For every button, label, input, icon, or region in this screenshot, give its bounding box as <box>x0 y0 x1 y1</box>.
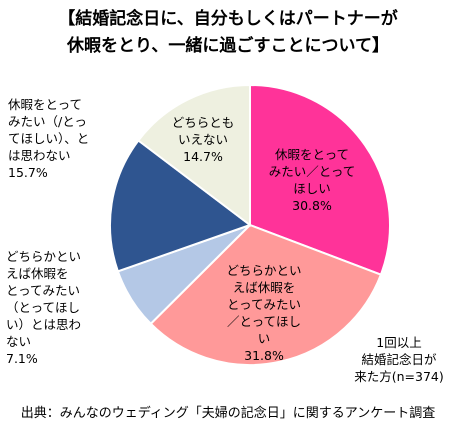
slice-label-do-not-want-line-4: は思わない <box>8 148 71 163</box>
sample-note-line-2: 結婚記念日が <box>361 352 437 367</box>
slice-label-do-not-want: 休暇をとって みたい（/とっ てほしい）、と は思わない 15.7% <box>8 96 112 181</box>
slice-label-very-want-line-2: みたい／とって <box>268 164 356 179</box>
pie-slice-very-want <box>249 83 391 276</box>
chart-title-line-1: 【結婚記念日に、自分もしくはパートナーが <box>58 9 398 29</box>
slice-label-somewhat-want-line-1: どちらかとい <box>226 263 302 278</box>
slice-value-do-not-want: 15.7% <box>8 165 48 180</box>
slice-label-very-want-line-3: ほしい <box>293 181 331 196</box>
sample-note-line-3: 来た方(n=374) <box>354 369 444 384</box>
slice-label-do-not-want-line-2: みたい（/とっ <box>8 114 87 129</box>
slice-label-do-not-want-line-3: てほしい）、と <box>8 131 90 146</box>
slice-label-somewhat-want-line-3: とってみたい <box>226 297 301 312</box>
slice-label-somewhat-not-line-2: えば休暇を <box>6 266 69 281</box>
slice-label-somewhat-not-line-1: どちらかとい <box>6 249 82 264</box>
slice-label-somewhat-want: どちらかとい えば休暇を とってみたい ／とってほし い 31.8% <box>216 262 312 364</box>
pie-slice-neither <box>136 83 251 228</box>
slice-label-neither: どちらとも いえない 14.7% <box>164 114 242 165</box>
slice-label-neither-line-1: どちらとも <box>171 115 235 130</box>
slice-label-somewhat-not-line-6: ない <box>6 334 32 349</box>
slice-value-somewhat-want: 31.8% <box>244 348 284 363</box>
sample-note: 1回以上 結婚記念日が 来た方(n=374) <box>344 334 454 385</box>
slice-value-neither: 14.7% <box>183 149 223 164</box>
pie-slice-do-not-want <box>109 139 253 273</box>
source-note: 出典：みんなのウェディング「夫婦の記念日」に関するアンケート調査 <box>20 406 436 421</box>
chart-title: 【結婚記念日に、自分もしくはパートナーが 休暇をとり、一緒に過ごすことについて】 <box>0 6 456 60</box>
slice-label-somewhat-want-line-4: ／とってほし <box>226 314 301 329</box>
pie-slice-somewhat-want <box>149 223 383 366</box>
slice-label-somewhat-not-line-4: （とってほし <box>6 300 81 315</box>
slice-value-somewhat-not: 7.1% <box>6 351 38 366</box>
slice-label-neither-line-2: いえない <box>177 132 228 147</box>
slice-label-very-want-line-1: 休暇をとって <box>274 147 349 162</box>
slice-label-somewhat-not-line-5: い）とは思わ <box>6 317 82 332</box>
slice-label-somewhat-not-line-3: とってみたい <box>6 283 81 298</box>
slice-value-very-want: 30.8% <box>292 198 332 213</box>
slice-label-somewhat-want-line-2: えば休暇を <box>232 280 296 295</box>
slice-label-somewhat-not: どちらかとい えば休暇を とってみたい （とってほし い）とは思わ ない 7.1… <box>6 248 106 367</box>
slice-label-somewhat-want-line-5: い <box>257 331 271 346</box>
chart-title-line-2: 休暇をとり、一緒に過ごすことについて】 <box>67 36 389 56</box>
slice-label-do-not-want-line-1: 休暇をとって <box>8 97 83 112</box>
slice-label-very-want: 休暇をとって みたい／とって ほしい 30.8% <box>258 146 366 214</box>
sample-note-line-1: 1回以上 <box>376 335 422 350</box>
